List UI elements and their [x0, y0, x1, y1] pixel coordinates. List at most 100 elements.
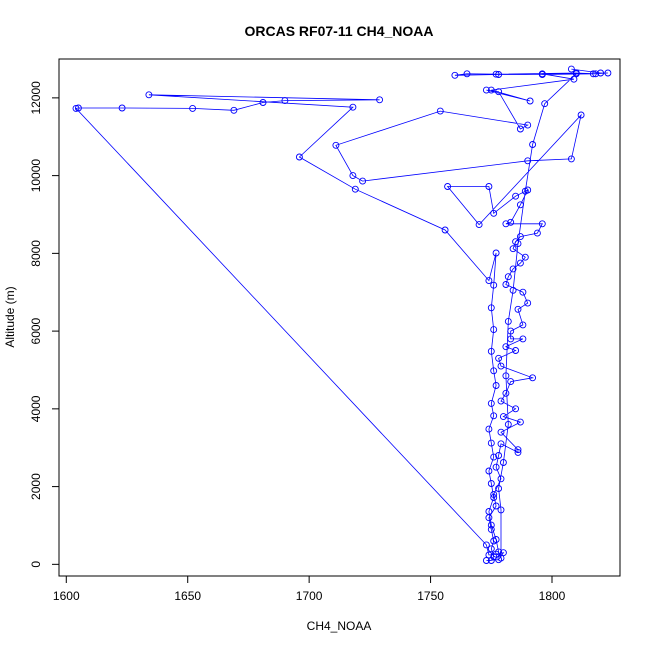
data-point [497, 397, 505, 405]
data-point [485, 467, 493, 475]
data-point [487, 399, 495, 407]
x-tick-label: 1700 [296, 589, 323, 603]
data-point [485, 551, 493, 559]
data-point [451, 71, 459, 79]
x-tick-label: 1600 [53, 589, 80, 603]
data-point [524, 121, 532, 129]
data-point [487, 525, 495, 533]
series-layer [72, 65, 612, 564]
data-point [524, 157, 532, 165]
data-point [492, 463, 500, 471]
data-point [497, 428, 505, 436]
data-point [72, 104, 80, 112]
y-tick-label: 12000 [29, 81, 43, 115]
data-point [332, 141, 340, 149]
data-point [485, 183, 493, 190]
y-tick-label: 10000 [29, 159, 43, 193]
data-point [189, 104, 197, 112]
data-point [512, 405, 520, 413]
data-point [509, 265, 517, 273]
data-point [533, 229, 541, 237]
data-point [487, 521, 495, 529]
data-point [499, 459, 507, 466]
data-point [516, 233, 524, 241]
data-point [495, 485, 503, 492]
data-point [259, 99, 267, 106]
data-point [482, 541, 490, 549]
chart-title: ORCAS RF07-11 CH4_NOAA [244, 23, 433, 39]
data-point [592, 70, 600, 78]
data-point [349, 103, 357, 111]
y-tick-label: 8000 [29, 240, 43, 267]
data-point [490, 367, 498, 375]
x-tick-label: 1750 [417, 589, 444, 603]
data-point [492, 70, 500, 78]
data-point [538, 220, 546, 228]
data-point [492, 382, 500, 389]
x-axis: 1600 1650 1700 1750 1800 [53, 575, 566, 603]
data-point [436, 107, 444, 115]
data-point [487, 86, 495, 94]
data-point [485, 277, 493, 285]
y-tick-label: 4000 [29, 395, 43, 422]
data-point [490, 453, 498, 461]
data-point [514, 305, 522, 313]
data-point [519, 288, 527, 296]
data-point [482, 557, 490, 564]
data-point [514, 446, 522, 454]
data-point [597, 69, 605, 77]
data-point [376, 96, 384, 104]
data-point [497, 554, 505, 562]
x-axis-label: CH4_NOAA [307, 619, 372, 633]
data-point [516, 259, 524, 267]
data-point [509, 245, 517, 253]
data-point [507, 378, 515, 386]
data-point [490, 412, 498, 420]
data-point [497, 362, 505, 370]
y-axis: 0 2000 4000 6000 8000 10000 12000 [29, 81, 60, 568]
data-point [509, 286, 517, 294]
data-point [521, 253, 529, 261]
y-tick-label: 0 [29, 561, 43, 568]
data-point [502, 372, 510, 380]
data-point [145, 91, 153, 99]
data-point [502, 281, 510, 288]
data-point [444, 183, 452, 190]
data-point [526, 97, 534, 105]
data-point [521, 187, 529, 195]
data-point [502, 343, 510, 351]
data-point [490, 494, 498, 501]
data-point [507, 327, 515, 335]
data-point [516, 201, 524, 209]
data-point [495, 88, 503, 96]
x-tick-label: 1800 [539, 589, 566, 603]
data-point [295, 153, 303, 161]
data-point [512, 347, 520, 354]
y-tick-label: 6000 [29, 317, 43, 344]
data-point [351, 185, 359, 193]
data-point [589, 70, 597, 78]
data-point [507, 218, 515, 226]
data-point [529, 374, 537, 382]
data-point [577, 111, 585, 119]
x-tick-label: 1650 [174, 589, 201, 603]
data-point [492, 249, 500, 257]
data-point [538, 70, 546, 78]
data-point [529, 141, 537, 148]
data-point [504, 273, 512, 281]
data-point [359, 177, 367, 185]
data-point [487, 545, 495, 553]
data-point [118, 104, 126, 112]
data-point [507, 335, 515, 343]
data-point [475, 221, 483, 229]
data-point [441, 226, 449, 234]
data-point [502, 220, 510, 228]
data-point [524, 299, 532, 307]
data-point [487, 304, 495, 312]
data-point [541, 100, 549, 108]
data-point [604, 69, 612, 77]
data-point [495, 452, 503, 459]
data-point [74, 104, 82, 112]
data-point [516, 125, 524, 133]
